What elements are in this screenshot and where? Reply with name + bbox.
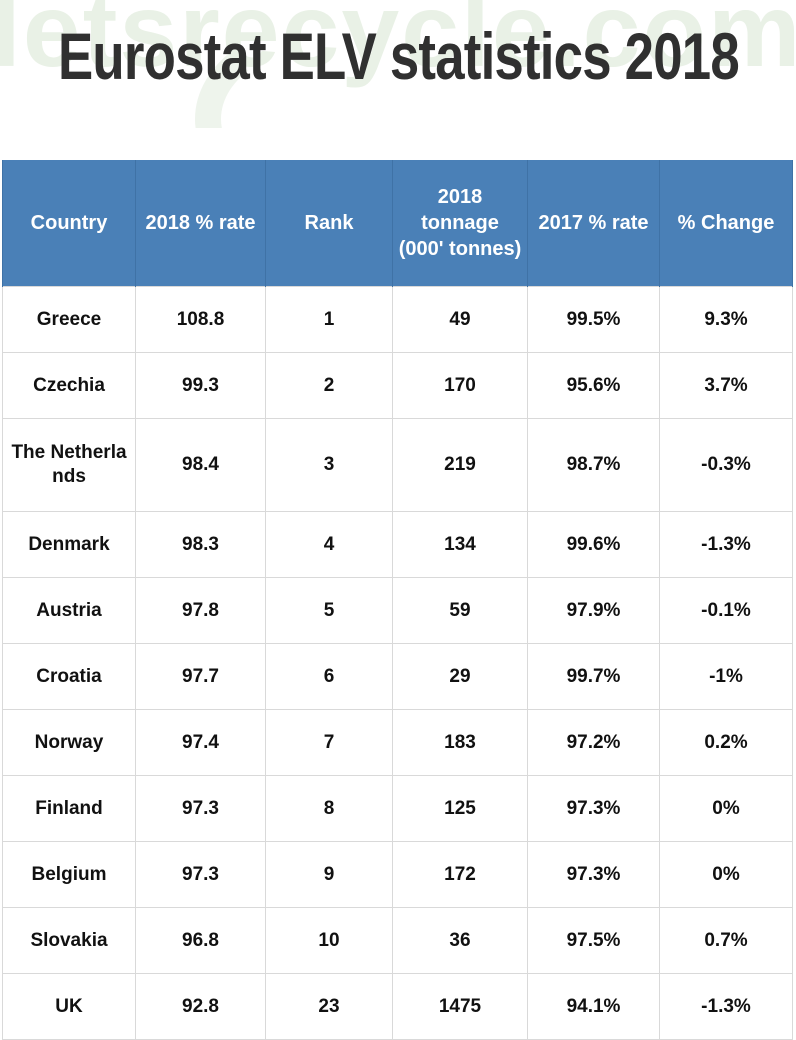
table-row: Greece 108.8 1 49 99.5% 9.3% [2,286,793,353]
table-cell: 97.9% [527,577,660,644]
table-row: Austria 97.8 5 59 97.9% -0.1% [2,577,793,644]
elv-statistics-table: Country 2018 % rate Rank 2018 tonnage (0… [2,160,793,1040]
table-cell: 97.3 [135,775,266,842]
table-cell: 98.4 [135,418,266,512]
table-cell: 134 [392,511,528,578]
table-cell: 7 [265,709,393,776]
table-cell: 10 [265,907,393,974]
table-cell: 9.3% [659,286,793,353]
table-cell: 36 [392,907,528,974]
table-cell: -0.3% [659,418,793,512]
table-body: Greece 108.8 1 49 99.5% 9.3% Czechia 99.3 2 170 95… [2,286,793,1040]
table-cell: 3 [265,418,393,512]
table-cell: 97.2% [527,709,660,776]
table-cell: 29 [392,643,528,710]
column-header: Country [2,160,136,287]
country-cell: Croatia [2,643,136,710]
country-cell: Czechia [2,352,136,419]
country-cell: UK [2,973,136,1040]
table-row: Norway 97.4 7 183 97.2% 0.2% [2,709,793,776]
table-row: Croatia 97.7 6 29 99.7% -1% [2,643,793,710]
table-cell: 23 [265,973,393,1040]
table-cell: 9 [265,841,393,908]
table-cell: -1% [659,643,793,710]
country-cell: The Netherlands [2,418,136,512]
table-cell: -1.3% [659,511,793,578]
table-row: Czechia 99.3 2 170 95.6% 3.7% [2,352,793,419]
table-row: UK 92.8 23 1475 94.1% -1.3% [2,973,793,1040]
table-cell: 0.2% [659,709,793,776]
table-cell: 97.3% [527,841,660,908]
table-row: Slovakia 96.8 10 36 97.5% 0.7% [2,907,793,974]
country-cell: Finland [2,775,136,842]
table-cell: 92.8 [135,973,266,1040]
table-cell: 183 [392,709,528,776]
table-cell: 96.8 [135,907,266,974]
table-cell: 0% [659,841,793,908]
table-row: Finland 97.3 8 125 97.3% 0% [2,775,793,842]
table-row: The Netherlands 98.4 3 219 98.7% -0.3% [2,418,793,512]
table-cell: 49 [392,286,528,353]
table-cell: 8 [265,775,393,842]
table-cell: 6 [265,643,393,710]
table-cell: 172 [392,841,528,908]
column-header: 2017 % rate [527,160,660,287]
column-header: Rank [265,160,393,287]
column-header: 2018 tonnage (000' tonnes) [392,160,528,287]
table-cell: 0.7% [659,907,793,974]
table-cell: 125 [392,775,528,842]
table-cell: -0.1% [659,577,793,644]
table-cell: 98.3 [135,511,266,578]
column-header: % Change [659,160,793,287]
table-cell: 97.3 [135,841,266,908]
table-cell: 1475 [392,973,528,1040]
table-cell: 108.8 [135,286,266,353]
table-cell: 94.1% [527,973,660,1040]
table-cell: 5 [265,577,393,644]
table-cell: 219 [392,418,528,512]
table-cell: 4 [265,511,393,578]
country-cell: Norway [2,709,136,776]
page-title: Eurostat ELV statistics 2018 [58,19,740,93]
table-cell: 98.7% [527,418,660,512]
table-cell: -1.3% [659,973,793,1040]
column-header: 2018 % rate [135,160,266,287]
country-cell: Austria [2,577,136,644]
table-cell: 97.5% [527,907,660,974]
table-cell: 170 [392,352,528,419]
table-header-row: Country 2018 % rate Rank 2018 tonnage (0… [2,160,793,287]
table-cell: 1 [265,286,393,353]
table-cell: 99.7% [527,643,660,710]
table-cell: 3.7% [659,352,793,419]
country-cell: Greece [2,286,136,353]
table-cell: 97.7 [135,643,266,710]
table-cell: 59 [392,577,528,644]
table-cell: 99.3 [135,352,266,419]
country-cell: Slovakia [2,907,136,974]
table-cell: 95.6% [527,352,660,419]
table-cell: 99.5% [527,286,660,353]
country-cell: Belgium [2,841,136,908]
table-cell: 2 [265,352,393,419]
table-row: Belgium 97.3 9 172 97.3% 0% [2,841,793,908]
table-cell: 0% [659,775,793,842]
country-cell: Denmark [2,511,136,578]
table-cell: 97.4 [135,709,266,776]
table-cell: 97.8 [135,577,266,644]
table-cell: 97.3% [527,775,660,842]
table-cell: 99.6% [527,511,660,578]
table-row: Denmark 98.3 4 134 99.6% -1.3% [2,511,793,578]
